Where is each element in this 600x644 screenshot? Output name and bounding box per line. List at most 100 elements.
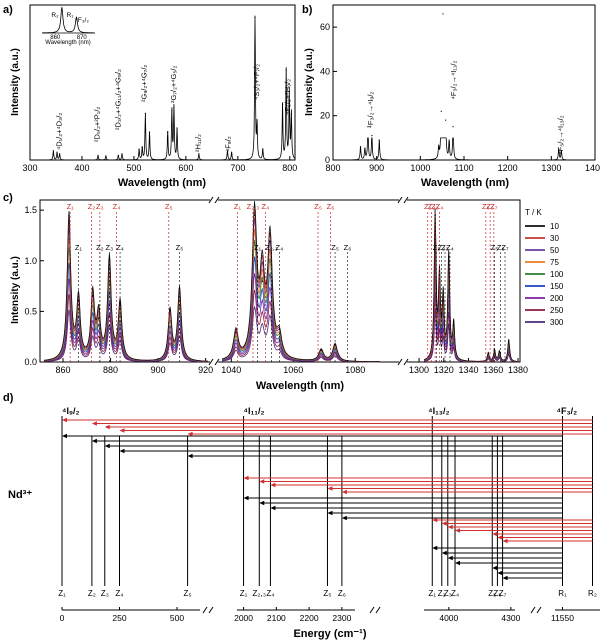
panel-d: d) Nd³⁺ Energy (cm⁻¹) Z₁ Z₂ Z₃ Z₄ Z₅ Z₁ Z₂,₃ Z₄… <box>3 392 600 640</box>
axis-break-mark <box>214 358 220 366</box>
inset-peak-label: R₁ <box>67 12 75 19</box>
red-level-label: Z₄ <box>113 202 121 211</box>
peak-annotation: ⁴S₃/₂+⁴F₇/₂ <box>252 64 261 100</box>
energy-level-label: Z₁ <box>240 589 248 598</box>
peak-point <box>452 324 455 326</box>
peak-annotation: ⁴F₅/₂+²H₉/₂ <box>283 79 292 115</box>
energy-level-label: Z₃ <box>444 589 452 598</box>
peak-annotation: ²D₃/₂+⁴G₁₁/₂+⁴G₉/₂ <box>113 69 122 130</box>
energy-tick-label: 2200 <box>300 613 319 623</box>
axis-break-mark <box>536 606 542 614</box>
x-tick-label: 880 <box>103 365 118 375</box>
x-tick-label: 1080 <box>345 365 365 375</box>
axis-break-mark <box>403 196 409 204</box>
energy-level-label: Z₄ <box>266 589 274 598</box>
x-tick-label: 900 <box>369 163 384 173</box>
arrowhead-black <box>447 555 453 561</box>
peak-point <box>367 126 369 128</box>
energy-tick-label: 500 <box>170 613 184 623</box>
arrowhead-red <box>259 479 265 484</box>
legend-entry: 50 <box>550 246 559 255</box>
panel-a-label: a) <box>3 4 13 16</box>
panel-c-ylabel: Intensity (a.u.) <box>10 256 21 324</box>
peak-point <box>171 109 173 111</box>
peak-point <box>371 135 373 137</box>
peak-point <box>253 214 256 216</box>
peak-point <box>560 150 562 152</box>
peak-point <box>141 147 143 149</box>
peak-point <box>434 214 436 216</box>
energy-level-label: Z₂ <box>88 589 96 598</box>
arrowhead-black <box>492 565 498 571</box>
arrowhead-red <box>187 431 193 437</box>
y-tick-label: 0.5 <box>24 306 37 316</box>
peak-point <box>262 148 264 150</box>
peak-point <box>285 69 287 71</box>
axis-break-mark <box>397 358 403 366</box>
x-tick-label: 1300 <box>541 163 561 173</box>
red-level-label: Z₄ <box>436 202 444 211</box>
panel-b-xlabel: Wavelength (nm) <box>421 177 510 189</box>
peak-point <box>235 331 237 334</box>
arrowhead-red <box>119 428 125 433</box>
peak-annotation: ⁴F₃/₂→⁴I₁₁/₂ <box>449 61 458 100</box>
peak-annotation: ⁴F₃/₂→⁴I₁₃/₂ <box>556 115 565 154</box>
arrowhead-red <box>492 531 498 537</box>
arrowhead-black <box>91 438 97 444</box>
y-tick-label: 60 <box>320 22 330 32</box>
arrowhead-black <box>119 448 125 454</box>
peak-point <box>92 295 94 297</box>
arrowhead-black <box>341 515 347 521</box>
black-level-label: Z₃ <box>441 243 449 252</box>
energy-level-label: R₁ <box>558 589 567 598</box>
peak-point <box>364 148 366 150</box>
series-line-30K <box>221 208 380 363</box>
black-level-label: Z₂ <box>438 243 446 252</box>
energy-tick-label: 4000 <box>439 613 458 623</box>
black-level-label: Z₅ <box>331 243 339 252</box>
peak-point <box>445 119 447 121</box>
peak-point <box>281 103 284 105</box>
panel-a-plot: 300 400 500 600 700 800 ⁴D₁/₂+⁴D₃/₂ ²D₅/₂+²P₁/₂… <box>22 4 297 173</box>
peak-point <box>256 125 258 127</box>
series-line-10K <box>221 201 380 363</box>
inset-xlabel: Wavelength (nm) <box>45 40 90 46</box>
multiplet-label: ⁴I₉/₂ <box>62 406 80 416</box>
x-tick-label: 600 <box>178 163 193 173</box>
energy-level-label: Z₂,₃ <box>253 589 266 598</box>
peak-point <box>254 16 256 18</box>
arrowhead-red <box>441 521 447 526</box>
series-line-300K <box>44 309 208 363</box>
x-tick-label: 1040 <box>221 365 241 375</box>
energy-tick-label: 250 <box>112 613 126 623</box>
peak-point <box>167 131 169 133</box>
axis-break-gap <box>210 359 218 365</box>
red-level-label: Z₇ <box>490 202 498 211</box>
peak-point <box>508 339 510 341</box>
arrowhead-black <box>104 443 110 449</box>
axis-break-mark <box>403 358 409 366</box>
inset-peak-label: R₂ <box>51 12 59 19</box>
inset-tick-label: 870 <box>77 35 88 41</box>
peak-point <box>52 150 54 152</box>
red-level-label: Z₅ <box>314 202 322 211</box>
series-line-10K <box>43 210 209 362</box>
peak-point <box>442 13 444 15</box>
red-level-label: Z₅ <box>165 202 173 211</box>
peak-point <box>231 151 233 153</box>
series-line-50K <box>221 217 380 363</box>
multiplet-label: ⁴I₁₁/₂ <box>244 406 265 416</box>
peak-point <box>452 126 454 128</box>
black-level-label: Z₆ <box>344 243 352 252</box>
arrowhead-black <box>502 575 508 581</box>
panel-a-ylabel: Intensity (a.u.) <box>10 48 21 116</box>
peak-point <box>176 128 178 130</box>
red-level-label: Z₁ <box>67 202 75 211</box>
peak-point <box>97 154 99 156</box>
peak-annotation: ⁴D₁/₂+⁴D₃/₂ <box>55 113 64 150</box>
peak-point <box>359 146 362 148</box>
axis-break-mark <box>369 606 375 614</box>
arrowhead-black <box>432 545 438 551</box>
spectrum-line <box>333 136 595 161</box>
